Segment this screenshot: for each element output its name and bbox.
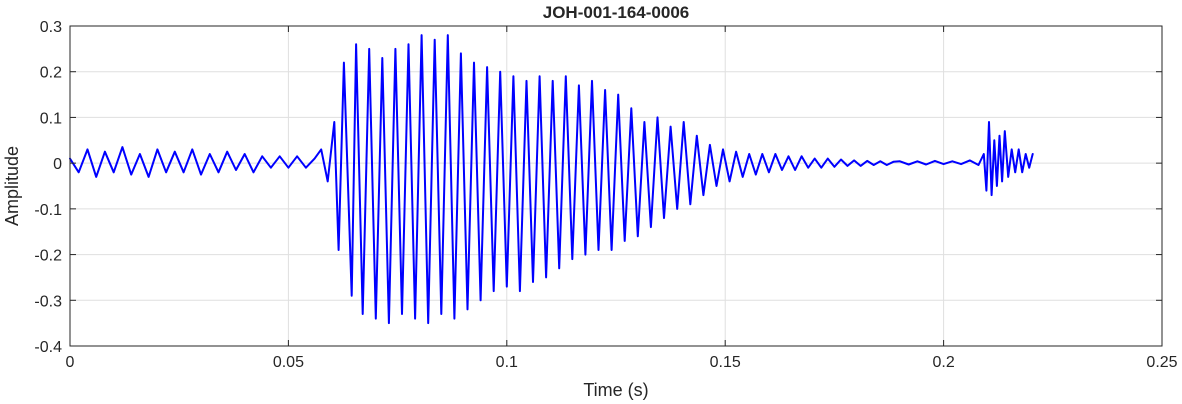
y-tick-label: -0.3 [34,293,62,310]
y-tick-label: 0.3 [40,19,62,36]
signal-series-line [69,34,1034,325]
y-tick-label: -0.1 [34,202,62,219]
axes-box [69,25,1163,347]
x-tick-label: 0.25 [1146,354,1177,371]
y-tick-label: -0.4 [34,339,62,356]
y-tick-label: 0 [53,156,62,173]
chart-title: JOH-001-164-0006 [543,3,689,22]
x-axis-label: Time (s) [583,380,648,400]
x-tick-label: 0 [66,354,75,371]
y-axis-label: Amplitude [2,146,22,226]
x-tick-label: 0.1 [496,354,518,371]
x-tick-label: 0.15 [710,354,741,371]
x-tick-label: 0.2 [932,354,954,371]
ticks: 0 0.05 0.1 0.15 0.2 0.25 -0.4 -0.3 -0.2 -0.1 0 0.1 0… [34,19,1177,371]
plot-area [70,26,1162,346]
y-tick-label: 0.1 [40,110,62,127]
x-tick-label: 0.05 [273,354,304,371]
y-tick-label: -0.2 [34,248,62,265]
y-tick-label: 0.2 [40,65,62,82]
signal-layer [69,34,1034,325]
